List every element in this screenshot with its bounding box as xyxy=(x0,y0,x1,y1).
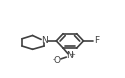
Text: +: + xyxy=(70,52,75,58)
Text: N: N xyxy=(41,36,48,45)
Text: N: N xyxy=(66,51,73,60)
Text: -: - xyxy=(52,56,55,62)
Text: O: O xyxy=(54,56,61,65)
Text: F: F xyxy=(94,36,100,45)
